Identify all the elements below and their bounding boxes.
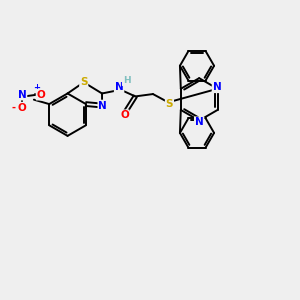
- Text: N: N: [98, 100, 107, 110]
- Text: +: +: [33, 83, 40, 92]
- Text: N: N: [115, 82, 124, 92]
- Text: O: O: [18, 103, 26, 112]
- Text: H: H: [123, 76, 130, 85]
- Text: S: S: [80, 77, 88, 87]
- Text: N: N: [18, 90, 26, 100]
- Text: N: N: [195, 117, 203, 127]
- Text: O: O: [37, 90, 45, 100]
- Text: -: -: [12, 103, 16, 112]
- Text: O: O: [120, 110, 129, 120]
- Text: S: S: [166, 99, 173, 109]
- Text: N: N: [213, 82, 221, 92]
